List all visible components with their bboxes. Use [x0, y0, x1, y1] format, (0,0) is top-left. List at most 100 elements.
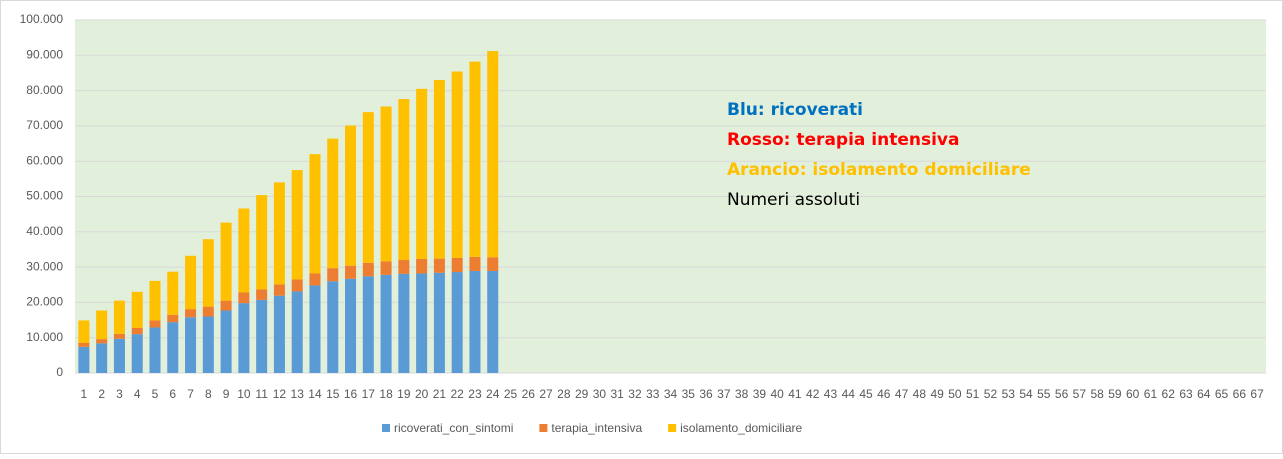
bar-segment	[238, 292, 250, 304]
x-tick-label: 1	[81, 387, 88, 401]
bar-segment	[220, 222, 232, 301]
bar-segment	[185, 309, 197, 318]
bar-segment	[113, 338, 125, 373]
bar-segment	[256, 289, 268, 300]
bar-segment	[167, 322, 179, 373]
x-tick-label: 18	[379, 387, 393, 401]
x-tick-label: 31	[610, 387, 624, 401]
bar-segment	[327, 281, 339, 373]
bar-segment	[469, 270, 481, 373]
x-tick-label: 58	[1090, 387, 1104, 401]
bar-segment	[113, 333, 125, 339]
y-tick-label: 30.000	[26, 259, 63, 273]
bar-segment	[380, 274, 392, 373]
bar-segment	[131, 327, 143, 335]
bar-segment	[167, 314, 179, 323]
x-tick-label: 27	[539, 387, 553, 401]
x-tick-label: 57	[1073, 387, 1087, 401]
bar-segment	[167, 271, 179, 315]
x-tick-label: 36	[699, 387, 713, 401]
bar-segment	[96, 339, 108, 344]
legend-swatch	[668, 424, 677, 432]
annotation: Blu: ricoverati	[727, 100, 863, 120]
bar-segment	[256, 195, 268, 290]
bar-segment	[149, 320, 161, 328]
bar-segment	[291, 170, 303, 280]
annotation: Arancio: isolamento domiciliare	[727, 160, 1031, 180]
bar-segment	[131, 334, 143, 373]
x-tick-label: 60	[1126, 387, 1140, 401]
x-tick-label: 10	[237, 387, 251, 401]
bar-segment	[380, 261, 392, 275]
x-tick-label: 23	[468, 387, 482, 401]
bar-segment	[309, 273, 321, 286]
x-tick-label: 16	[344, 387, 358, 401]
x-tick-label: 43	[824, 387, 838, 401]
bar-segment	[202, 306, 214, 317]
bar-segment	[96, 343, 108, 373]
y-tick-label: 20.000	[26, 295, 63, 309]
y-tick-label: 60.000	[26, 153, 63, 167]
bar-segment	[78, 342, 90, 347]
annotation: Numeri assoluti	[727, 190, 860, 210]
bar-segment	[327, 138, 339, 269]
bar-segment	[131, 291, 143, 328]
bar-segment	[273, 182, 285, 285]
x-tick-label: 9	[223, 387, 230, 401]
bar-segment	[433, 272, 445, 373]
bar-segment	[309, 154, 321, 274]
bar-segment	[345, 265, 357, 279]
x-tick-label: 50	[948, 387, 962, 401]
y-tick-label: 70.000	[26, 118, 63, 132]
x-tick-label: 47	[895, 387, 909, 401]
bar-segment	[327, 268, 339, 282]
y-tick-label: 50.000	[26, 189, 63, 203]
bar-segment	[220, 300, 232, 311]
x-tick-label: 56	[1055, 387, 1069, 401]
bar-segment	[398, 99, 410, 261]
bar-segment	[433, 258, 445, 273]
y-tick-label: 100.000	[20, 12, 64, 26]
bar-segment	[380, 106, 392, 262]
x-tick-label: 28	[557, 387, 571, 401]
x-tick-label: 40	[770, 387, 784, 401]
bar-segment	[78, 320, 90, 343]
bar-segment	[345, 125, 357, 266]
bar-segment	[291, 279, 303, 292]
bar-segment	[362, 262, 374, 277]
bar-segment	[149, 327, 161, 373]
x-tick-label: 49	[930, 387, 944, 401]
legend-label: isolamento_domiciliare	[680, 421, 802, 435]
x-tick-label: 7	[187, 387, 194, 401]
x-tick-label: 25	[504, 387, 518, 401]
x-tick-label: 21	[433, 387, 447, 401]
bar-segment	[291, 291, 303, 373]
bar-segment	[416, 88, 428, 259]
x-tick-label: 59	[1108, 387, 1122, 401]
bar-segment	[451, 272, 463, 373]
x-tick-label: 20	[415, 387, 429, 401]
x-tick-label: 35	[682, 387, 696, 401]
bar-segment	[309, 285, 321, 373]
x-tick-label: 14	[308, 387, 322, 401]
bar-segment	[149, 280, 161, 321]
bar-segment	[433, 80, 445, 259]
x-tick-label: 30	[593, 387, 607, 401]
legend-label: terapia_intensiva	[551, 421, 642, 435]
bar-segment	[96, 310, 108, 340]
legend-swatch	[382, 424, 390, 432]
bar-segment	[487, 51, 499, 258]
x-tick-label: 41	[788, 387, 802, 401]
x-tick-label: 26	[522, 387, 536, 401]
bar-segment	[451, 257, 463, 273]
x-tick-label: 54	[1019, 387, 1033, 401]
bar-segment	[185, 255, 197, 310]
bar-segment	[78, 346, 90, 373]
x-tick-label: 33	[646, 387, 660, 401]
x-tick-label: 22	[451, 387, 465, 401]
x-tick-label: 53	[1002, 387, 1016, 401]
bar-segment	[345, 278, 357, 373]
x-tick-label: 4	[134, 387, 141, 401]
x-tick-label: 42	[806, 387, 820, 401]
